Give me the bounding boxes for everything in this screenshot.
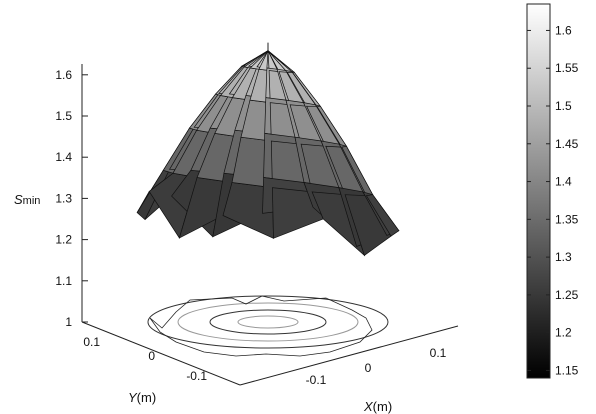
x-axis-label: X(m)	[363, 399, 392, 414]
floor-contour	[237, 315, 299, 329]
colorbar-tick-label: 1.55	[555, 61, 579, 75]
colorbar-tick-label: 1.6	[555, 23, 572, 37]
surface-patch	[365, 194, 400, 237]
colorbar-tick-label: 1.3	[555, 250, 572, 264]
x-axis-label-unit: (m)	[373, 399, 393, 414]
z-tick-label: 1.6	[55, 68, 72, 82]
colorbar-tick-label: 1.25	[555, 288, 579, 302]
y-axis-label-var: Y	[128, 390, 138, 405]
x-axis-label-var: X	[363, 399, 374, 414]
z-tick-label: 1.4	[55, 150, 72, 164]
y-tick-label: 0.1	[83, 335, 100, 349]
y-axis-label: Y(m)	[128, 390, 156, 405]
x-tick-label: 0.1	[430, 346, 447, 360]
floor-contour	[177, 302, 359, 342]
colorbar-tick-labels: 1.6 1.55 1.5 1.45 1.4 1.35 1.3 1.25 1.2 1.15	[527, 23, 579, 377]
floor-contour-outer	[149, 295, 373, 357]
y-axis-label-unit: (m)	[137, 390, 157, 405]
x-tick-label: -0.1	[306, 373, 327, 387]
y-tick-label: -0.1	[186, 369, 207, 383]
x-tick-labels: -0.1 0 0.1	[306, 346, 447, 387]
colorbar-tick-label: 1.15	[555, 363, 579, 377]
floor-contour	[147, 295, 389, 349]
x-axis-line	[239, 325, 459, 386]
z-tick-label: 1.3	[55, 191, 72, 205]
surface-mesh	[136, 42, 400, 257]
colorbar: 1.6 1.55 1.5 1.45 1.4 1.35 1.3 1.25 1.2 1.15	[526, 3, 579, 379]
z-tick-labels: 1 1.1 1.2 1.3 1.4 1.5 1.6	[55, 68, 88, 329]
z-axis-label-sub: min	[23, 195, 41, 207]
x-tick-label: 0	[365, 361, 372, 375]
z-tick-label: 1.1	[55, 274, 72, 288]
y-tick-labels: 0.1 0 -0.1	[83, 335, 207, 383]
z-tick-label: 1	[65, 315, 72, 329]
z-axis-label: Smin	[14, 192, 40, 207]
axes-frame	[81, 64, 459, 386]
y-axis-line	[81, 321, 241, 386]
colorbar-tick-label: 1.4	[555, 175, 572, 189]
colorbar-tick-label: 1.5	[555, 99, 572, 113]
floor-contours	[147, 295, 389, 357]
z-tick-label: 1.5	[55, 109, 72, 123]
colorbar-tick-label: 1.45	[555, 137, 579, 151]
y-tick-label: 0	[148, 349, 155, 363]
colorbar-gradient	[526, 3, 551, 379]
colorbar-tick-label: 1.35	[555, 212, 579, 226]
z-axis-label-main: S	[14, 192, 23, 207]
colorbar-tick-label: 1.2	[555, 326, 572, 340]
floor-contour	[209, 309, 327, 335]
z-tick-label: 1.2	[55, 233, 72, 247]
